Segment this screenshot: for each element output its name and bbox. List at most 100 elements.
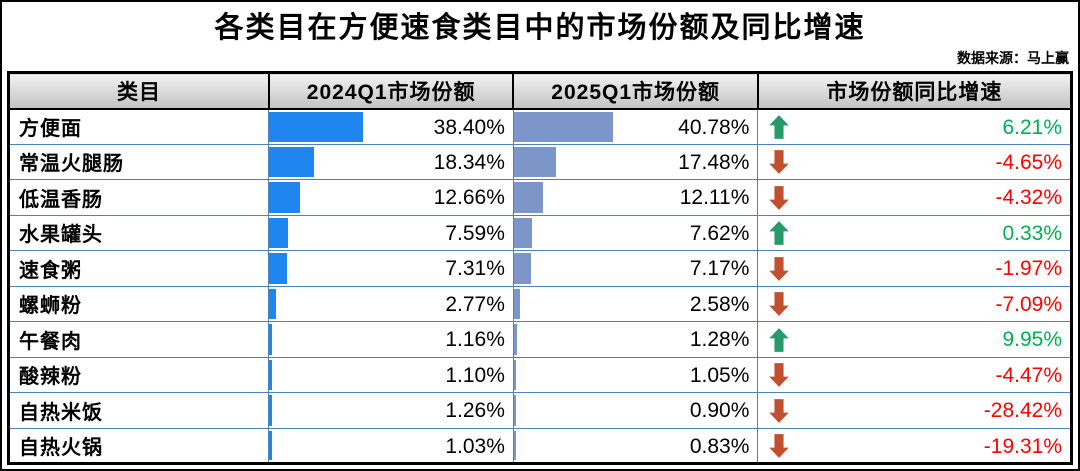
growth-value: -28.42%: [983, 399, 1062, 422]
table-row: 速食粥 7.31% 7.17% -1.97%: [7, 250, 1072, 287]
share-2024-cell: 7.31%: [268, 250, 514, 287]
growth-value: -1.97%: [995, 257, 1062, 280]
header-growth: 市场份额同比增速: [756, 71, 1073, 110]
share-2024-value: 1.16%: [445, 328, 505, 351]
table-row: 酸辣粉 1.10% 1.05% -4.47%: [7, 356, 1072, 393]
share-2025-cell: 17.48%: [512, 143, 759, 180]
share-2024-cell: 12.66%: [268, 179, 514, 216]
share-2025-value: 0.90%: [689, 399, 750, 422]
growth-value: 6.21%: [1002, 115, 1062, 139]
trend-arrow-path: [769, 256, 790, 281]
share-2025-value: 40.78%: [678, 115, 750, 139]
share-2024-value: 12.66%: [433, 186, 505, 209]
growth-cell: 9.95%: [757, 321, 1072, 358]
share-2025-value: 7.17%: [689, 257, 750, 280]
trend-arrow-icon: [769, 150, 790, 174]
share-2025-bar: [514, 324, 518, 355]
share-2025-bar: [514, 111, 614, 142]
table-row: 自热火锅 1.03% 0.83% -19.31%: [7, 427, 1072, 464]
trend-arrow-path: [769, 398, 790, 423]
share-2025-cell: 2.58%: [512, 285, 759, 322]
share-2025-value: 7.62%: [689, 221, 750, 245]
trend-arrow-path: [769, 327, 790, 352]
share-2025-value: 17.48%: [678, 150, 750, 174]
table-header-row: 类目 2024Q1市场份额 2025Q1市场份额 市场份额同比增速: [7, 71, 1073, 110]
share-2025-cell: 0.90%: [512, 392, 759, 429]
share-2024-cell: 1.10%: [268, 356, 514, 393]
growth-value: -19.31%: [983, 434, 1062, 458]
trend-arrow-icon: [769, 115, 790, 139]
growth-cell: -4.32%: [757, 179, 1072, 216]
trend-arrow-path: [769, 434, 790, 458]
table-row: 水果罐头 7.59% 7.62% 0.33%: [7, 214, 1072, 251]
source-note: 数据来源：马上赢: [957, 50, 1069, 66]
share-2024-bar: [269, 111, 363, 142]
share-2024-cell: 2.77%: [268, 285, 514, 322]
share-2025-value: 1.28%: [689, 328, 750, 351]
growth-cell: -19.31%: [757, 427, 1072, 464]
table-row: 自热米饭 1.26% 0.90% -28.42%: [7, 392, 1072, 429]
share-2025-value: 1.05%: [689, 363, 750, 387]
share-2024-bar: [269, 359, 273, 390]
category-cell: 自热米饭: [7, 392, 270, 429]
share-2024-value: 1.03%: [445, 434, 505, 458]
share-2025-value: 2.58%: [689, 292, 750, 316]
table-row: 螺蛳粉 2.77% 2.58% -7.09%: [7, 285, 1072, 322]
category-cell: 方便面: [7, 108, 270, 145]
share-2024-bar: [269, 253, 288, 284]
header-2025q1-share: 2025Q1市场份额: [512, 71, 759, 110]
share-2024-value: 1.10%: [445, 363, 505, 387]
share-2025-cell: 0.83%: [512, 427, 759, 464]
share-2025-cell: 7.17%: [512, 250, 759, 287]
trend-arrow-icon: [769, 292, 790, 316]
trend-arrow-path: [769, 292, 790, 316]
share-2025-bar: [514, 395, 517, 426]
share-2024-value: 7.59%: [445, 221, 505, 245]
share-2024-cell: 38.40%: [268, 108, 514, 145]
share-2024-bar: [269, 395, 273, 426]
share-2024-bar: [269, 288, 277, 319]
trend-arrow-icon: [769, 327, 790, 352]
share-2024-value: 38.40%: [433, 115, 505, 139]
share-2025-cell: 7.62%: [512, 214, 759, 251]
growth-value: -7.09%: [995, 292, 1062, 316]
trend-arrow-path: [769, 221, 790, 245]
share-2025-cell: 1.28%: [512, 321, 759, 358]
share-2024-cell: 1.16%: [268, 321, 514, 358]
share-2024-bar: [269, 324, 273, 355]
growth-cell: -1.97%: [757, 250, 1072, 287]
share-2025-value: 0.83%: [689, 434, 750, 458]
share-2025-bar: [514, 253, 532, 284]
trend-arrow-path: [769, 115, 790, 139]
growth-cell: 0.33%: [757, 214, 1072, 251]
share-2024-value: 2.77%: [445, 292, 505, 316]
share-2025-value: 12.11%: [679, 186, 750, 209]
growth-cell: -7.09%: [757, 285, 1072, 322]
share-2024-bar: [269, 182, 301, 213]
growth-value: -4.47%: [995, 363, 1062, 387]
table-row: 常温火腿肠 18.34% 17.48% -4.65%: [7, 143, 1072, 180]
category-cell: 速食粥: [7, 250, 270, 287]
trend-arrow-icon: [769, 221, 790, 245]
table-body: 方便面 38.40% 40.78% 6.21% 常温火腿肠 18.34% 17.…: [7, 108, 1072, 464]
share-2025-bar: [514, 359, 517, 390]
share-2024-value: 18.34%: [433, 150, 505, 174]
trend-arrow-icon: [769, 185, 790, 210]
table-row: 方便面 38.40% 40.78% 6.21%: [7, 108, 1072, 145]
share-2024-cell: 1.03%: [268, 427, 514, 464]
share-2024-bar: [269, 146, 315, 177]
growth-value: -4.32%: [995, 186, 1062, 209]
share-2025-cell: 40.78%: [512, 108, 759, 145]
share-2024-cell: 18.34%: [268, 143, 514, 180]
share-2024-value: 7.31%: [445, 257, 505, 280]
share-2025-bar: [514, 182, 544, 213]
market-share-table: 类目 2024Q1市场份额 2025Q1市场份额 市场份额同比增速 方便面 38…: [7, 71, 1073, 465]
share-2025-bar: [514, 217, 533, 248]
table-row: 午餐肉 1.16% 1.28% 9.95%: [7, 321, 1072, 358]
category-cell: 螺蛳粉: [7, 285, 270, 322]
category-cell: 常温火腿肠: [7, 143, 270, 180]
growth-value: 0.33%: [1002, 221, 1062, 245]
trend-arrow-icon: [769, 434, 790, 458]
table-row: 低温香肠 12.66% 12.11% -4.32%: [7, 179, 1072, 216]
